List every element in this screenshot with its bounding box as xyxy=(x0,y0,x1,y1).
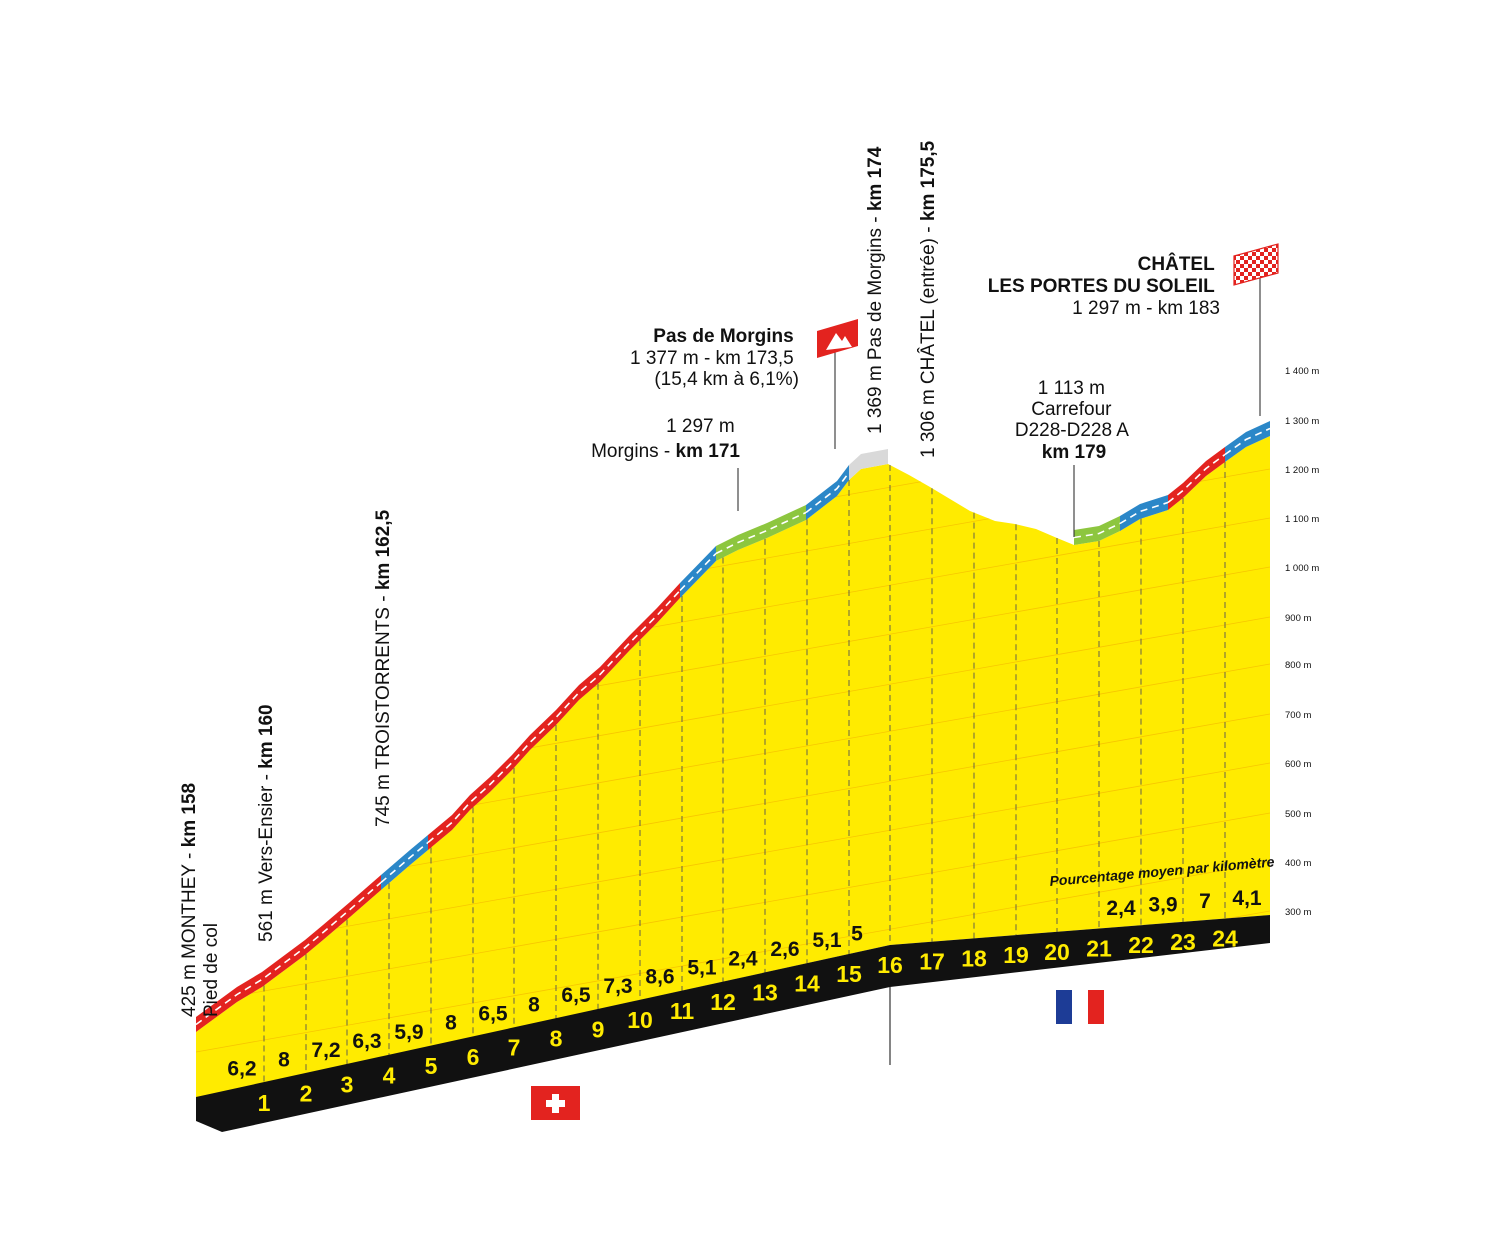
gradient-value: 5,1 xyxy=(812,929,842,952)
label-carrefour: 1 113 m Carrefour D228-D228 A km 179 xyxy=(1015,378,1133,463)
altitude-tick: 300 m xyxy=(1285,907,1311,918)
km-marker-numbers: 1 2 3 4 5 6 7 8 9 10 11 12 13 14 15 16 17 18 19 20 21 22 23 24 xyxy=(258,926,1238,1116)
gradient-value: 5,9 xyxy=(394,1021,423,1044)
gridline xyxy=(196,762,1270,954)
km-marker-5: 5 xyxy=(425,1053,438,1079)
km-marker-16: 16 xyxy=(877,952,903,978)
gradient-value: 6,3 xyxy=(352,1030,381,1053)
gradient-value: 6,2 xyxy=(227,1058,256,1081)
kilometer-dashed-lines xyxy=(263,462,1226,1083)
altitude-tick: 900 m xyxy=(1285,613,1311,624)
gradient-value: 2,4 xyxy=(728,947,758,970)
gridline xyxy=(196,812,1270,1004)
altitude-tick: 700 m xyxy=(1285,710,1311,721)
gradient-value: 8,6 xyxy=(645,966,674,989)
gradient-band-blue xyxy=(1225,421,1270,462)
altitude-tick: 500 m xyxy=(1285,809,1311,820)
label-pas-de-morgins: Pas de Morgins 1 377 m - km 173,5 (15,4 … xyxy=(630,326,799,390)
km-marker-21: 21 xyxy=(1086,936,1112,962)
altitude-tick: 800 m xyxy=(1285,660,1311,671)
label-finish: CHÂTEL LES PORTES DU SOLEIL 1 297 m - km… xyxy=(988,253,1220,319)
gradient-value: 8 xyxy=(528,993,540,1016)
km-marker-15: 15 xyxy=(836,961,862,987)
label-chatel-entree: 1 306 m CHÂTEL (entrée) - km 175,5 xyxy=(917,140,939,458)
km-marker-6: 6 xyxy=(467,1044,480,1070)
switzerland-flag-icon xyxy=(531,1086,580,1120)
altitude-tick: 600 m xyxy=(1285,759,1311,770)
km-marker-2: 2 xyxy=(300,1081,313,1107)
mountain-summit-flag-icon xyxy=(817,319,858,358)
altitude-tick: 1 000 m xyxy=(1285,563,1319,574)
gradient-band-light xyxy=(849,449,888,480)
gradient-value: 7,3 xyxy=(603,975,632,998)
km-marker-7: 7 xyxy=(508,1035,521,1061)
gradient-value: 8 xyxy=(445,1012,457,1035)
leader-lines xyxy=(737,272,1261,537)
band-dash-line xyxy=(1224,427,1271,456)
band-dash-line xyxy=(195,881,382,1026)
km-marker-24: 24 xyxy=(1212,926,1238,952)
gradient-value: 7,2 xyxy=(311,1039,340,1062)
km-marker-22: 22 xyxy=(1128,932,1154,958)
gradient-band-red xyxy=(196,875,381,1032)
label-troistorrents: 745 m TROISTORRENTS - km 162,5 xyxy=(373,509,394,827)
band-dash-line xyxy=(427,589,681,844)
km-marker-20: 20 xyxy=(1044,939,1070,965)
km-marker-1: 1 xyxy=(258,1090,271,1116)
km-marker-3: 3 xyxy=(341,1071,354,1097)
km-marker-13: 13 xyxy=(752,980,778,1006)
km-marker-12: 12 xyxy=(710,989,736,1015)
gradient-band-blue xyxy=(806,465,849,520)
km-road-upper xyxy=(890,915,1270,987)
band-dash-line xyxy=(1119,501,1169,525)
km-marker-17: 17 xyxy=(919,949,945,975)
gradient-value: 8 xyxy=(278,1048,290,1071)
altitude-tick: 400 m xyxy=(1285,858,1311,869)
france-flag-icon xyxy=(1056,990,1104,1024)
label-morgins: 1 297 m Morgins - km 171 xyxy=(591,416,740,462)
altitude-tick: 1 300 m xyxy=(1285,416,1319,427)
km-marker-10: 10 xyxy=(627,1007,653,1033)
gradient-value: 7 xyxy=(1199,890,1211,913)
band-dash-line xyxy=(380,841,429,884)
label-pas-de-morgins-km174: 1 369 m Pas de Morgins - km 174 xyxy=(865,146,886,434)
band-dash-line xyxy=(1073,522,1121,539)
label-vers-ensier: 561 m Vers-Ensier - km 160 xyxy=(256,704,277,942)
gradient-color-band xyxy=(195,421,1271,1032)
gridline xyxy=(196,861,1270,1053)
altitude-tick: 1 200 m xyxy=(1285,465,1319,476)
gradient-value: 2,6 xyxy=(770,938,799,961)
km-marker-8: 8 xyxy=(550,1026,563,1052)
km-marker-23: 23 xyxy=(1170,929,1196,955)
band-dash-line xyxy=(679,552,717,592)
gradient-values: 6,2 8 7,2 6,3 5,9 8 6,5 8 6,5 7,3 8,6 5,1 2,4 2,6 5,1 5… xyxy=(227,887,1262,1081)
gradient-value: 2,4 xyxy=(1106,897,1136,920)
label-monthey: 425 m MONTHEY - km 158 Pied de col xyxy=(179,778,222,1017)
gradient-value: 6,5 xyxy=(561,984,591,1007)
km-road-lower xyxy=(196,945,890,1132)
km-marker-18: 18 xyxy=(961,945,987,971)
gradient-value: 4,1 xyxy=(1232,887,1262,910)
km-marker-11: 11 xyxy=(670,998,695,1024)
gradient-value: 6,5 xyxy=(478,1002,508,1025)
gradient-value: 5 xyxy=(851,922,863,945)
band-dash-line xyxy=(805,472,850,514)
band-dash-line xyxy=(1167,453,1226,504)
km-marker-9: 9 xyxy=(592,1016,605,1042)
profile-yellow-face xyxy=(196,436,1270,1097)
gradient-band-green xyxy=(1074,516,1120,545)
gradient-value: 5,1 xyxy=(687,956,717,979)
km-marker-4: 4 xyxy=(383,1062,396,1088)
gradient-band-blue xyxy=(1120,495,1168,531)
km-marker-14: 14 xyxy=(794,970,820,996)
gradient-value: 3,9 xyxy=(1148,893,1177,916)
altitude-axis: 300 m 400 m 500 m 600 m 700 m 800 m 900 m 1 000… xyxy=(1285,366,1319,918)
altitude-tick: 1 400 m xyxy=(1285,366,1319,377)
km-marker-19: 19 xyxy=(1003,942,1029,968)
altitude-tick: 1 100 m xyxy=(1285,514,1319,525)
band-dash-line xyxy=(715,511,807,555)
finish-checkered-flag-icon xyxy=(1233,243,1279,286)
